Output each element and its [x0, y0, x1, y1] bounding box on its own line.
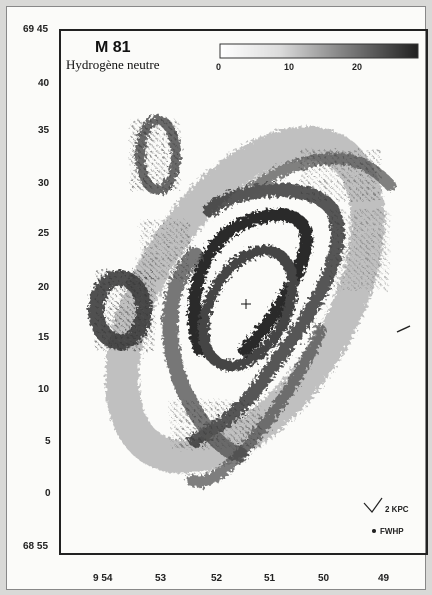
emission-specks	[95, 120, 390, 450]
x-tick-label: 52	[211, 573, 223, 584]
y-tick-label: 30	[38, 178, 50, 189]
scale-bar	[363, 497, 383, 513]
y-tick-label: 69 45	[23, 24, 48, 35]
x-tick-label: 50	[318, 573, 330, 584]
galaxy-center-cross	[241, 299, 251, 309]
beam-marker	[372, 529, 376, 533]
y-tick-label: 20	[38, 282, 50, 293]
y-axis: 69 45 40 35 30 25 20 15 10 5 0 68 55	[23, 24, 51, 552]
y-tick-label: 35	[38, 125, 50, 136]
y-tick-label: 40	[38, 78, 50, 89]
figure-title: M 81	[95, 39, 131, 56]
y-tick-label: 0	[45, 488, 51, 499]
y-tick-label: 15	[38, 332, 50, 343]
colorbar-tick: 20	[352, 62, 362, 72]
colorbar-tick: 0	[216, 62, 221, 72]
beam-label: FWHP	[380, 527, 404, 536]
figure-subtitle: Hydrogène neutre	[66, 57, 160, 72]
x-tick-label: 9 54	[93, 573, 113, 584]
map-area	[59, 29, 428, 555]
colorbar	[219, 43, 419, 59]
y-tick-label: 5	[45, 436, 51, 447]
scale-label: 2 KPC	[385, 505, 409, 514]
y-tick-label: 10	[38, 384, 50, 395]
y-tick-label: 68 55	[23, 541, 48, 552]
y-tick-label: 25	[38, 228, 50, 239]
x-tick-label: 53	[155, 573, 167, 584]
x-tick-label: 51	[264, 573, 276, 584]
x-axis: 9 54 53 52 51 50 49	[93, 573, 390, 584]
x-tick-label: 49	[378, 573, 390, 584]
colorbar-tick: 10	[284, 62, 294, 72]
edge-mark	[396, 325, 411, 333]
